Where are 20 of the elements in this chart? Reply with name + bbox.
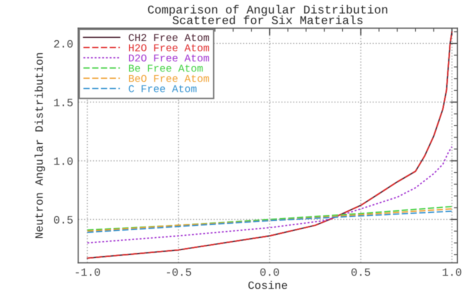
chart-title: Comparison of Angular Distribution Scattered for Six Materials <box>148 4 388 24</box>
x-tick-label: 0.0 <box>260 268 279 276</box>
y-tick-label: 0.5 <box>54 216 73 224</box>
line-series <box>86 31 453 259</box>
x-tick-label: -0.5 <box>166 268 192 276</box>
x-axis-title: Cosine <box>248 280 288 290</box>
y-tick-label: 1.5 <box>54 98 73 106</box>
y-axis-title: Neutron Angular Distribution <box>34 53 46 238</box>
x-tick-label: 0.5 <box>351 268 370 276</box>
legend-label: Be Free Atom <box>129 64 203 72</box>
x-tick-label: 1.0 <box>442 268 462 276</box>
line-series <box>86 146 453 244</box>
legend-label: BeO Free Atom <box>129 74 209 82</box>
legend-label: C Free Atom <box>128 85 196 92</box>
legend-label: D2O Free Atom <box>129 54 209 62</box>
x-tick-label: -1.0 <box>76 268 100 276</box>
y-tick-label: 2.0 <box>54 40 73 48</box>
y-tick-label: 1.0 <box>54 157 73 165</box>
legend-label: H2O Free Atom <box>129 44 209 52</box>
legend-label: CH2 Free Atom <box>128 34 209 42</box>
